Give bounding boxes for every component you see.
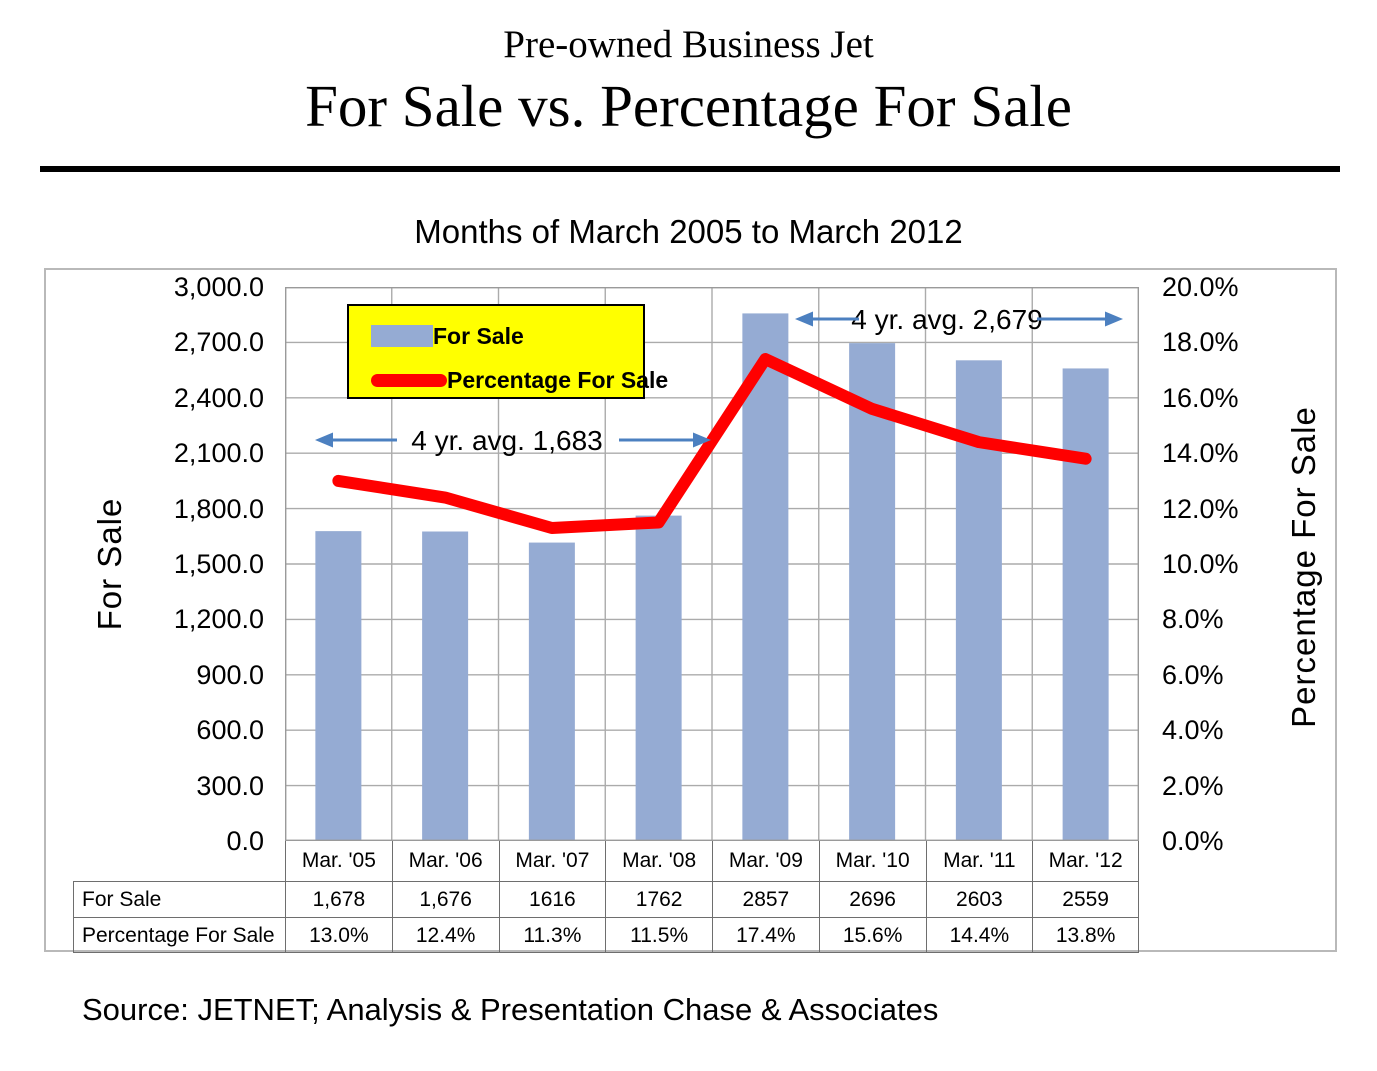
bar-1: [422, 531, 469, 841]
bar-series-swatch: [371, 325, 433, 347]
annotation-label: 4 yr. avg. 1,683: [411, 425, 602, 456]
x-axis-label: Mar. '11: [925, 841, 1033, 881]
left-tick-label: 1,500.0: [173, 549, 264, 579]
bar-3: [635, 515, 682, 841]
x-axis-label: Mar. '07: [498, 841, 606, 881]
annotation-label: 4 yr. avg. 2,679: [851, 304, 1042, 335]
source-note: Source: JETNET; Analysis & Presentation …: [82, 992, 939, 1027]
table-cell: 12.4%: [391, 917, 499, 953]
table-cell: 11.5%: [605, 917, 712, 953]
annotation-arrow-head: [693, 432, 711, 448]
right-tick-label: 14.0%: [1162, 438, 1239, 469]
table-cell: 2603: [925, 881, 1033, 917]
table-cell: 13.8%: [1032, 917, 1139, 953]
annotation-arrow-head: [1105, 311, 1123, 327]
right-tick-label: 12.0%: [1162, 493, 1239, 524]
percentage-line: [332, 353, 1092, 534]
bar-2: [528, 542, 575, 841]
table-cell: 11.3%: [498, 917, 606, 953]
left-tick-label: 2,100.0: [173, 438, 264, 469]
right-tick-label: 20.0%: [1162, 272, 1239, 302]
plot-canvas: 4 yr. avg. 1,683 4 yr. avg. 2,679: [285, 287, 1139, 841]
chart-subtitle: Months of March 2005 to March 2012: [414, 213, 963, 250]
right-tick-label: 10.0%: [1162, 549, 1239, 579]
annotation-arrow-head: [315, 432, 333, 448]
right-tick-label: 2.0%: [1162, 770, 1224, 801]
x-axis-label: Mar. '09: [712, 841, 819, 881]
title-line-1: Pre-owned Business Jet: [503, 23, 874, 66]
left-tick-label: 2,400.0: [173, 382, 264, 413]
x-axis-label: Mar. '08: [605, 841, 712, 881]
table-row-header: Percentage For Sale: [73, 917, 285, 953]
bar-0: [315, 531, 362, 841]
legend: For Sale Percentage For Sale: [347, 304, 668, 399]
x-axis-label: Mar. '12: [1032, 841, 1139, 881]
title-line-2: For Sale vs. Percentage For Sale: [305, 73, 1072, 139]
legend-label: Percentage For Sale: [447, 366, 669, 393]
bar-7: [1062, 368, 1109, 841]
right-tick-label: 0.0%: [1162, 826, 1224, 856]
table-cell: 2857: [712, 881, 819, 917]
table-cell: 2696: [818, 881, 926, 917]
table-cell: 1,678: [285, 881, 392, 917]
left-tick-label: 0.0: [226, 826, 264, 856]
x-axis-label: Mar. '06: [391, 841, 499, 881]
table-row-header: For Sale: [73, 881, 285, 917]
right-tick-label: 18.0%: [1162, 327, 1239, 358]
chart-area: 4 yr. avg. 1,683 4 yr. avg. 2,679 For Sal…: [44, 268, 1337, 953]
table-cell: 1616: [498, 881, 606, 917]
legend-label: For Sale: [433, 322, 524, 349]
table-cell: 15.6%: [818, 917, 926, 953]
legend-item-for-sale: For Sale: [371, 322, 524, 349]
left-tick-label: 1,800.0: [173, 493, 264, 524]
table-cell: 14.4%: [925, 917, 1033, 953]
title-divider: [40, 166, 1340, 172]
table-cell: 13.0%: [285, 917, 392, 953]
right-tick-label: 16.0%: [1162, 382, 1239, 413]
table-cell: 1762: [605, 881, 712, 917]
left-tick-label: 900.0: [196, 659, 264, 690]
left-tick-label: 600.0: [196, 715, 264, 746]
left-tick-label: 300.0: [196, 770, 264, 801]
plot-border: [285, 287, 1139, 841]
x-axis-label: Mar. '05: [285, 841, 392, 881]
table-cell: 2559: [1032, 881, 1139, 917]
right-tick-label: 8.0%: [1162, 604, 1224, 635]
annotation-arrow-head: [795, 311, 813, 327]
bar-4: [742, 313, 789, 841]
x-axis-label: Mar. '10: [818, 841, 926, 881]
left-tick-label: 3,000.0: [173, 272, 264, 302]
line-series-swatch: [371, 373, 447, 387]
legend-item-percentage: Percentage For Sale: [371, 366, 669, 393]
right-tick-label: 6.0%: [1162, 659, 1224, 690]
table-cell: 17.4%: [712, 917, 819, 953]
left-tick-label: 1,200.0: [173, 604, 264, 635]
left-tick-label: 2,700.0: [173, 327, 264, 358]
bar-5: [849, 343, 896, 841]
right-tick-label: 4.0%: [1162, 715, 1224, 746]
table-cell: 1,676: [391, 881, 499, 917]
